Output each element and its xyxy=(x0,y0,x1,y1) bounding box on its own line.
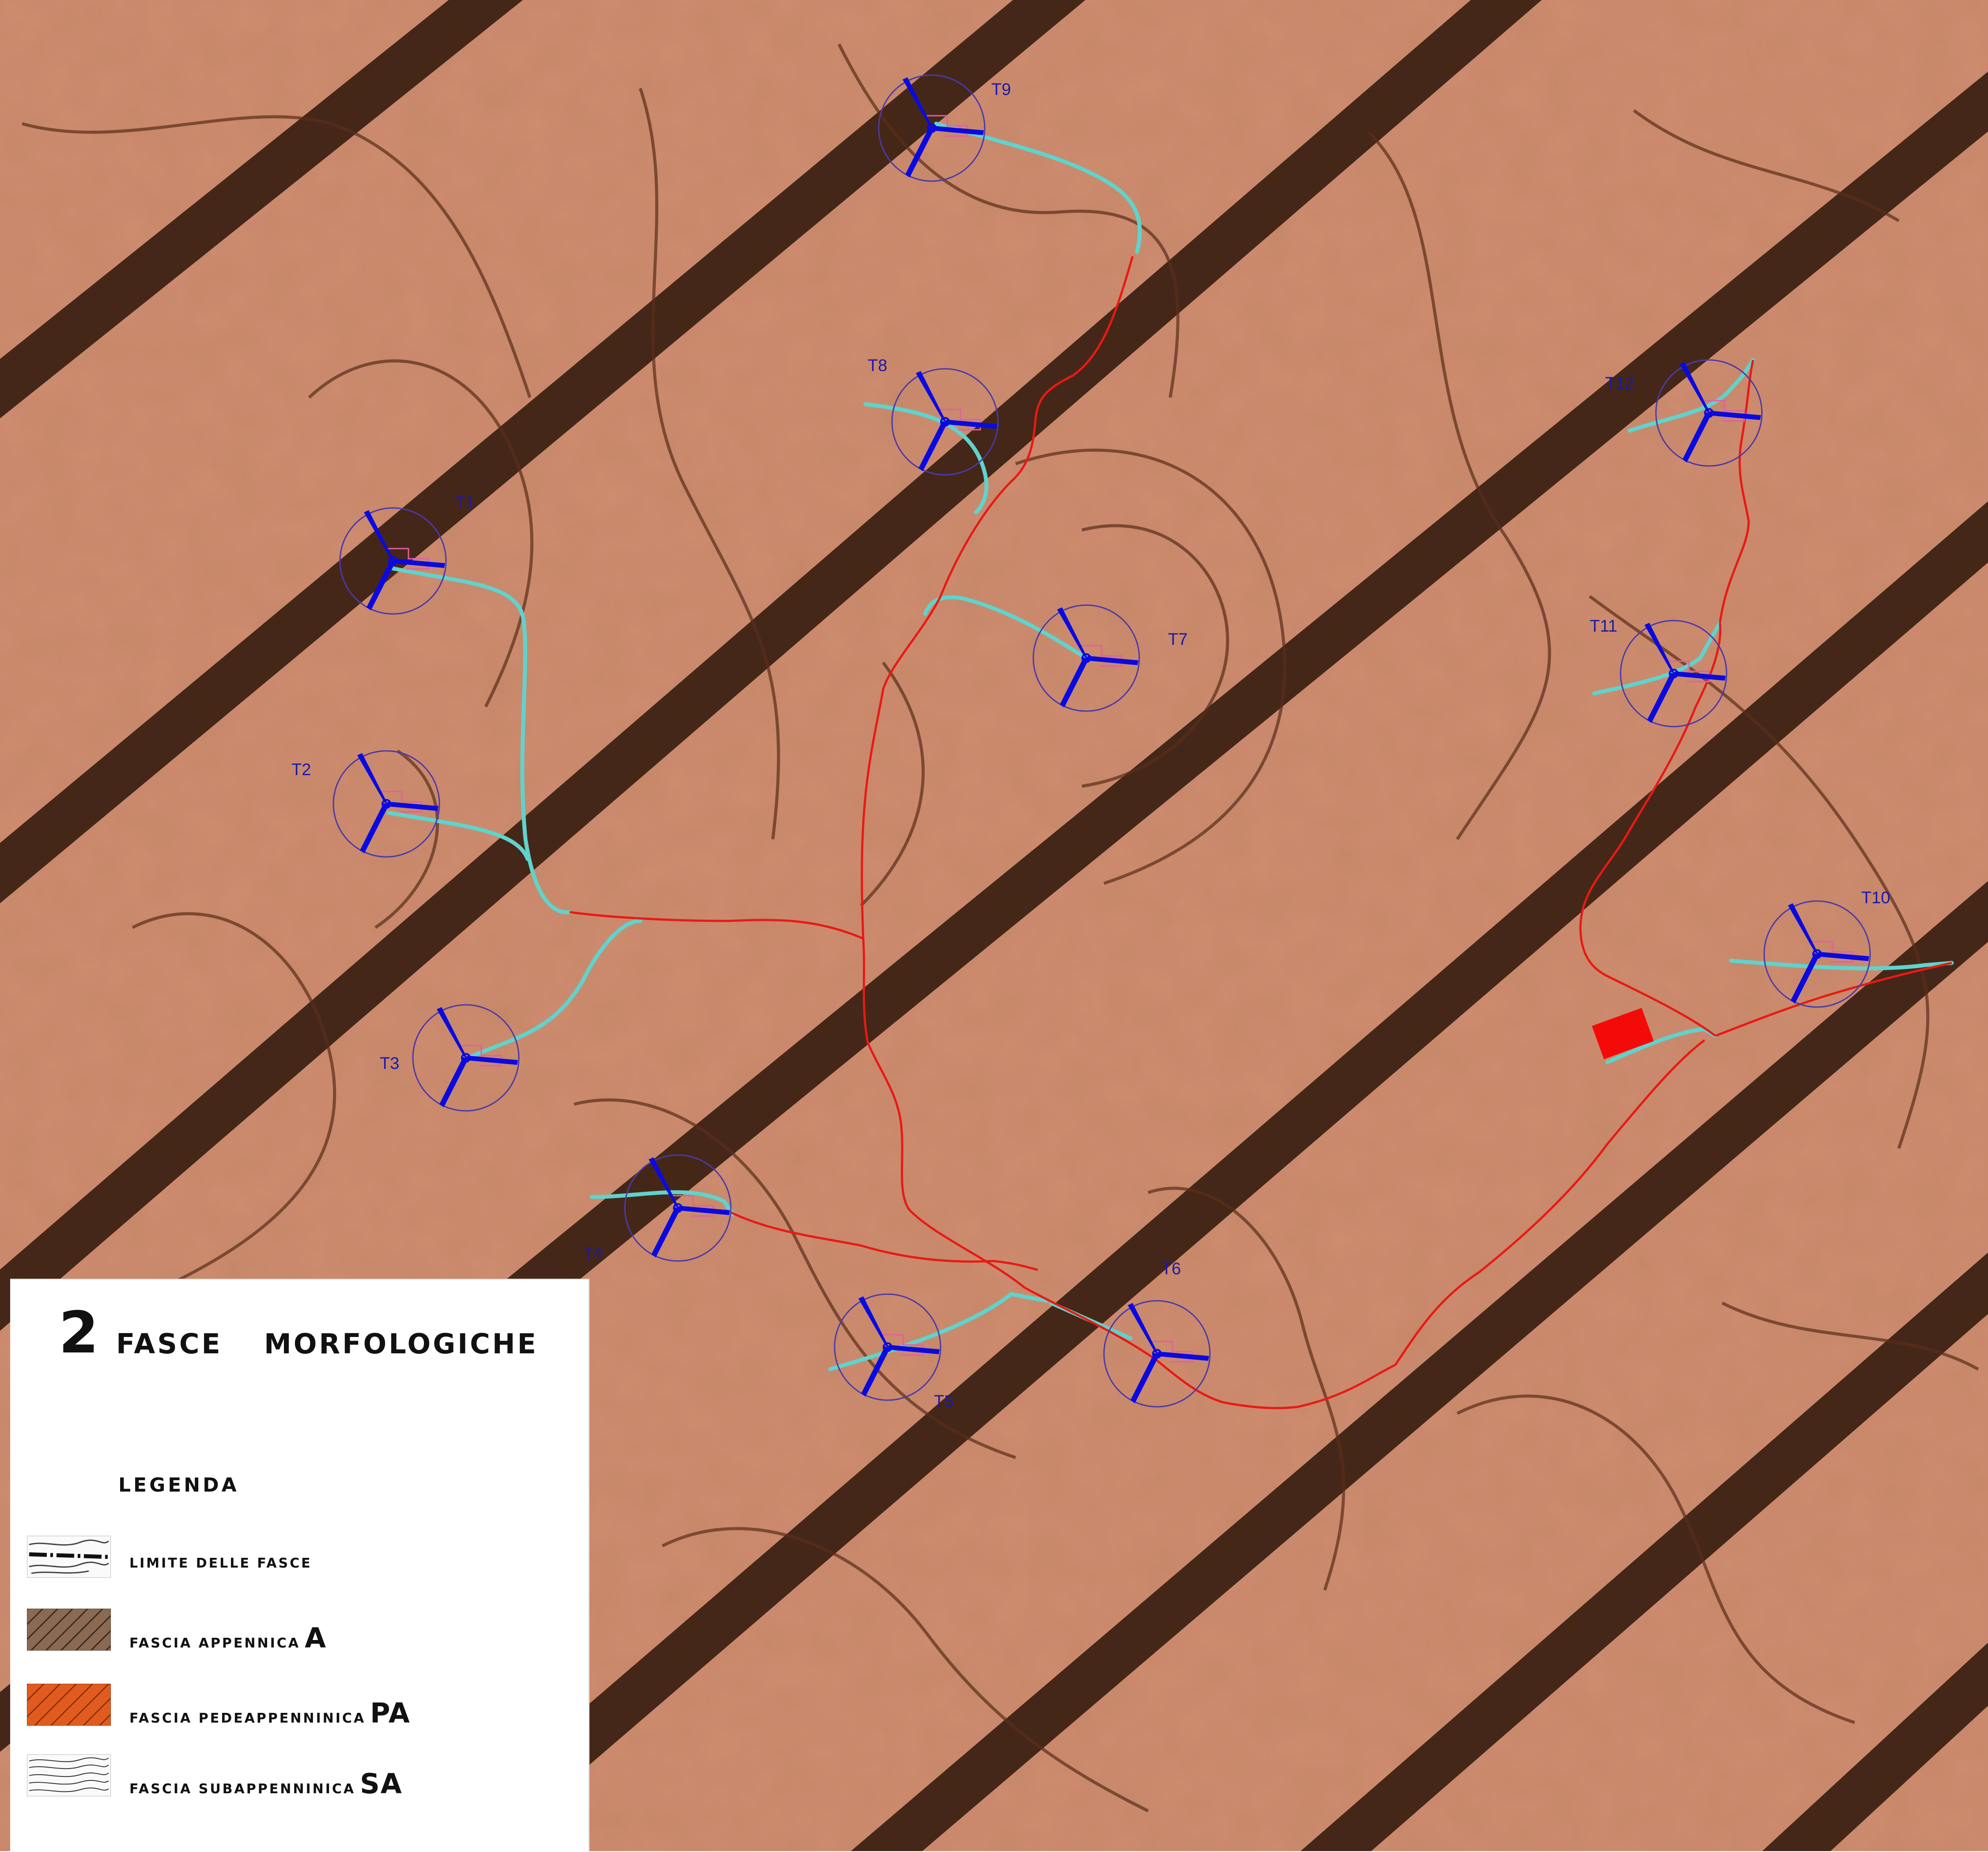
orange-hatch-swatch xyxy=(27,1684,111,1726)
access-road-t9 xyxy=(934,121,1142,254)
legend-label-pedeappenninica: FASCIA PEDEAPPENNINICA PA xyxy=(129,1697,411,1729)
legend-item-limit: LIMITE DELLE FASCE xyxy=(19,1536,580,1584)
turbine-label-t9: T9 xyxy=(991,80,1011,99)
turbine-label-t2: T2 xyxy=(291,761,311,779)
legend-heading: LEGENDA xyxy=(118,1474,239,1496)
legend-code-a: A xyxy=(305,1622,327,1654)
boundary-lines-swatch xyxy=(27,1536,111,1578)
cable-route xyxy=(569,256,1952,1409)
turbine-label-t11: T11 xyxy=(1590,617,1618,636)
legend-item-pedeappenninica: FASCIA PEDEAPPENNINICA PA xyxy=(19,1684,580,1732)
access-road-t4 xyxy=(590,1190,735,1217)
turbine-label-t6: T6 xyxy=(1161,1260,1181,1278)
access-road-t12 xyxy=(1627,358,1755,433)
access-road-substation xyxy=(1605,1027,1718,1064)
access-road-t8 xyxy=(863,402,989,515)
turbine-label-t5: T5 xyxy=(934,1392,953,1411)
legend-code-pa: PA xyxy=(370,1697,411,1729)
contour-lines xyxy=(22,43,1979,1813)
legend-code-sa: SA xyxy=(360,1768,403,1800)
turbine-label-t12: T12 xyxy=(1605,374,1634,393)
turbine-label-t10: T10 xyxy=(1861,889,1890,907)
legend-number: 2 xyxy=(59,1299,99,1366)
legend-item-subappenninica: FASCIA SUBAPPENNINICA SA xyxy=(19,1754,580,1803)
access-road-t3 xyxy=(466,919,643,1060)
substation xyxy=(1591,1007,1654,1060)
access-road-t11 xyxy=(1592,621,1722,696)
legend-label-appennica: FASCIA APPENNICA A xyxy=(129,1622,327,1654)
turbine-label-t3: T3 xyxy=(380,1054,399,1073)
brown-hatch-swatch xyxy=(27,1609,111,1651)
white-contours-swatch xyxy=(27,1754,111,1796)
access-roads xyxy=(386,121,1954,1371)
legend-title-fasce: FASCE xyxy=(116,1328,223,1360)
turbine-label-t4: T4 xyxy=(583,1244,602,1263)
legend-title-morfologiche: MORFOLOGICHE xyxy=(264,1328,538,1360)
turbine-labels: T1 T2 T3 T4 T5 T6 T7 T8 T9 T10 T11 T12 xyxy=(291,80,1890,1411)
legend-label-subappenninica: FASCIA SUBAPPENNINICA SA xyxy=(129,1768,403,1800)
legend-panel: 2 FASCE MORFOLOGICHE LEGENDA LIMITE DELL… xyxy=(10,1279,590,1852)
turbine-label-t7: T7 xyxy=(1168,630,1187,649)
access-road-t1 xyxy=(386,565,572,914)
turbine-label-t8: T8 xyxy=(868,356,887,375)
turbine-label-t1: T1 xyxy=(455,493,474,512)
legend-label-limit: LIMITE DELLE FASCE xyxy=(129,1556,312,1571)
access-road-t2 xyxy=(386,810,530,861)
legend-item-appennica: FASCIA APPENNICA A xyxy=(19,1609,580,1657)
